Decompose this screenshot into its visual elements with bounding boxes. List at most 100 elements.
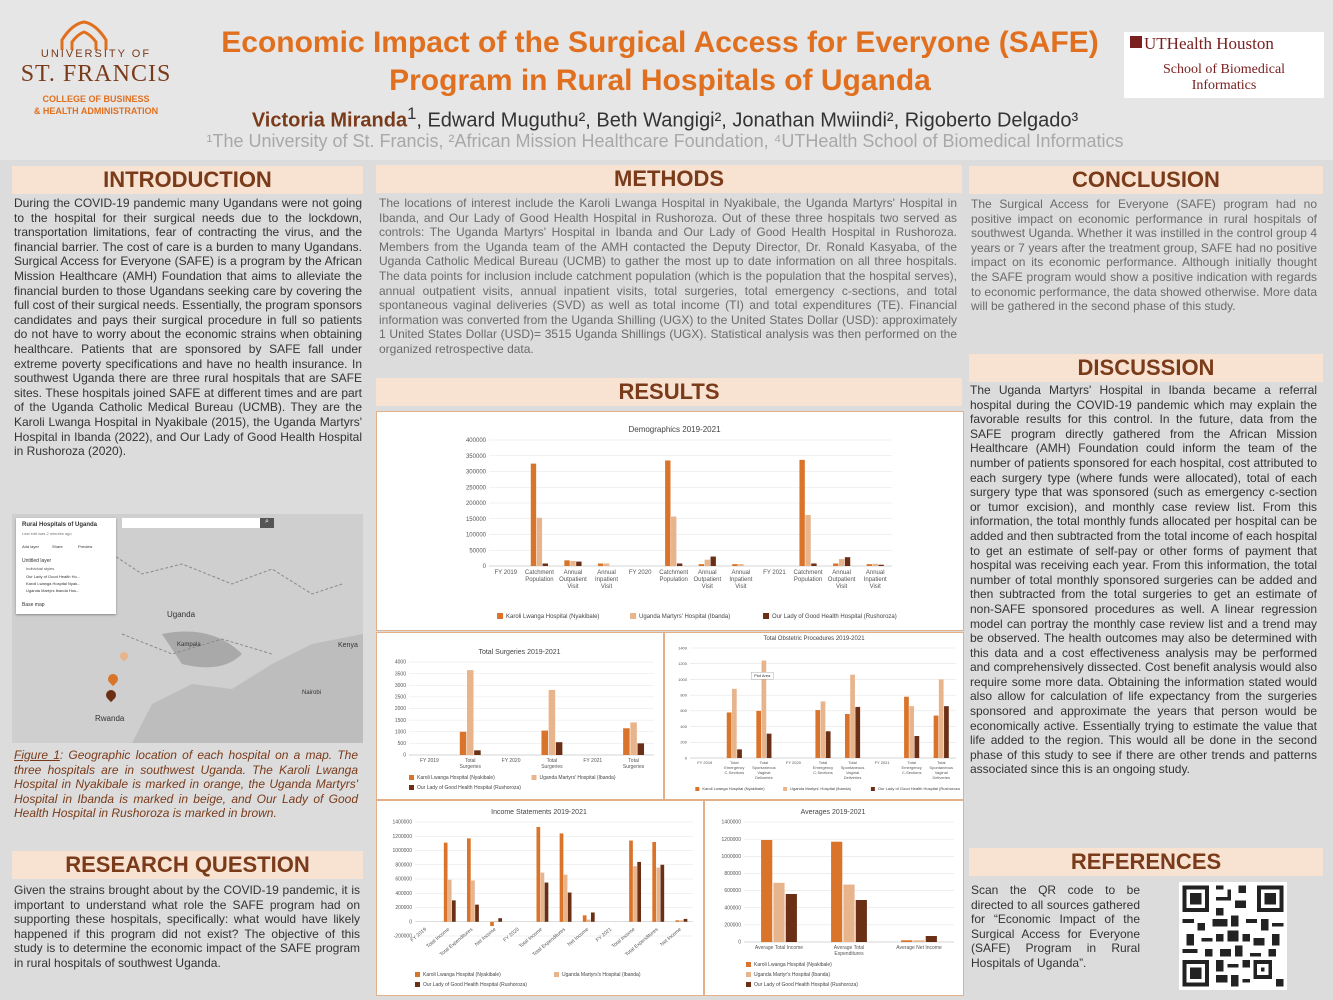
conclusion-heading: CONCLUSION: [969, 166, 1323, 194]
legend-swatch: [630, 613, 637, 619]
x-tick-label: Total: [760, 760, 769, 765]
x-tick-label: Surgeries: [460, 764, 482, 770]
legend-label: Uganda Martyrs's Hospital (Ibanda): [562, 972, 641, 978]
bar: [844, 557, 851, 566]
map-search-icon[interactable]: ⌕: [260, 518, 274, 528]
bar: [567, 892, 572, 922]
y-tick-label: -200000: [394, 934, 413, 940]
y-tick-label: 0: [409, 919, 412, 925]
x-tick-label: Inpatient: [595, 577, 618, 583]
bar: [811, 563, 817, 566]
map-label: Rwanda: [95, 714, 125, 723]
add-layer-button[interactable]: Add layer: [22, 544, 39, 549]
bar: [799, 459, 805, 566]
bar: [652, 841, 657, 922]
bar: [738, 564, 744, 566]
x-tick-label: Average Net Income: [896, 945, 942, 951]
x-tick-label: Average Total: [834, 945, 864, 951]
chart-title: Total Obstetric Procedures 2019-2021: [763, 636, 865, 642]
x-tick-label: Visit: [836, 584, 848, 590]
x-tick-label: Vaginal: [846, 770, 859, 775]
bar: [637, 743, 645, 755]
uthealth-logo: UTHealth Houston School of Biomedical In…: [1124, 32, 1324, 98]
map-search-box[interactable]: [122, 518, 272, 528]
university-logo: UNIVERSITY OF ST. FRANCIS COLLEGE OF BUS…: [14, 14, 178, 124]
x-tick-label: Deliveries: [755, 775, 773, 780]
legend-label: Karoli Lwanga Hospital (Nyakibale): [417, 775, 495, 781]
figure1-label: Figure 1: [14, 748, 60, 762]
layer-name[interactable]: Untitled layer: [22, 558, 52, 564]
bar: [815, 710, 821, 758]
plot-area-tooltip-label: Plot Area: [754, 673, 771, 678]
bar: [466, 838, 471, 922]
bar: [773, 882, 785, 942]
x-tick-label: FY 2021: [583, 758, 602, 764]
bar: [540, 872, 545, 922]
y-tick-label: 1000: [678, 677, 688, 682]
demographics-chart: Demographics 2019-2021 0 50000 100000 150000…: [449, 418, 900, 624]
bar: [901, 940, 913, 942]
share-button[interactable]: Share: [52, 544, 63, 549]
authors: Victoria Miranda1, Edward Muguthu², Beth…: [150, 104, 1180, 133]
qr-code-icon[interactable]: [1179, 882, 1287, 990]
chart-title: Averages 2019-2021: [801, 809, 866, 816]
discussion-text: The Uganda Martyrs' Hospital in Ibanda b…: [970, 383, 1317, 777]
bar: [683, 918, 688, 922]
chart-title: Total Surgeries 2019-2021: [478, 649, 560, 656]
plot-area-tooltip: [750, 672, 774, 680]
bar: [850, 674, 855, 758]
bar: [630, 722, 637, 755]
bar: [582, 915, 587, 922]
place-item[interactable]: Uganda Martyrs Ibanda Hos...: [26, 588, 80, 593]
preview-button[interactable]: Preview: [78, 544, 93, 549]
averages-chart: Averages 2019-2021 0 200000 400000 600000 800…: [706, 804, 960, 992]
x-tick-label: C-Sections: [725, 770, 745, 775]
bar: [726, 712, 732, 758]
x-tick-label: FY 2019: [410, 927, 428, 944]
bar: [590, 912, 595, 922]
x-tick-label: Total: [465, 758, 476, 764]
conclusion-text: The Surgical Access for Everyone (SAFE) …: [971, 197, 1317, 314]
layer-style[interactable]: Individual styles: [26, 566, 55, 571]
x-tick-label: Total: [730, 760, 739, 765]
x-tick-label: Catchment: [659, 570, 688, 576]
y-tick-label: 0: [738, 940, 741, 946]
bar: [671, 516, 677, 566]
x-tick-label: Emergency: [902, 765, 922, 770]
basemap-item[interactable]: Base map: [22, 602, 45, 608]
bar: [785, 894, 797, 942]
legend-label: Uganda Martyr's Hospital (Ibanda): [754, 972, 830, 978]
legend-swatch: [746, 962, 751, 967]
place-item[interactable]: Our Lady of Good Health Ho...: [26, 574, 81, 579]
other-authors: , Edward Muguthu², Beth Wangigi², Jonath…: [416, 109, 1079, 132]
logo-right-line3: Informatics: [1191, 78, 1257, 93]
y-tick-label: 800: [680, 692, 687, 697]
logo-line1: UNIVERSITY OF: [40, 48, 152, 60]
figure1-caption: Figure 1: Geographic location of each ho…: [14, 748, 358, 821]
y-tick-label: 600000: [724, 888, 741, 894]
references-heading: REFERENCES: [969, 848, 1323, 876]
x-tick-label: Deliveries: [844, 775, 862, 780]
bar: [633, 866, 637, 922]
bar: [820, 701, 826, 758]
y-tick-label: 1200000: [393, 834, 413, 840]
legend-swatch: [695, 787, 700, 791]
x-tick-label: Annual: [698, 570, 717, 576]
x-tick-label: Visit: [870, 584, 882, 590]
x-tick-label: Net Income: [659, 927, 683, 948]
place-item[interactable]: Karoli Lwanga Hospital Nyak...: [26, 581, 81, 586]
x-tick-label: Annual: [564, 570, 583, 576]
y-tick-label: 200000: [395, 905, 412, 911]
x-tick-label: Net Income: [474, 927, 498, 948]
x-tick-label: FY 2019: [495, 570, 518, 576]
y-tick-label: 250000: [466, 485, 487, 491]
income-svg: Income Statements 2019-2021 -200000 0 20000…: [393, 809, 693, 988]
x-tick-label: Catchment: [794, 570, 823, 576]
bar: [498, 918, 503, 922]
y-tick-label: 3000: [395, 683, 406, 689]
introduction-heading: INTRODUCTION: [12, 166, 363, 194]
y-tick-label: 400000: [466, 438, 487, 444]
uthealth-mark-icon: [1130, 36, 1142, 48]
bar: [536, 517, 543, 566]
x-tick-label: Total: [907, 760, 916, 765]
